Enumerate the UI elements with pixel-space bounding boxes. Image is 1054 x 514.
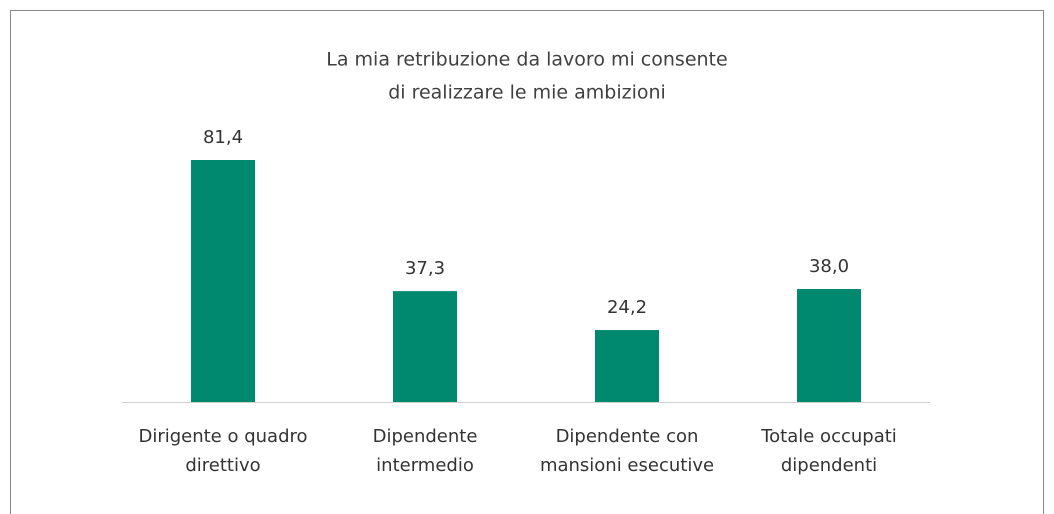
x-tick-label: Totale occupati: [760, 426, 897, 447]
x-tick-label: direttivo: [185, 455, 260, 476]
x-tick-label: Dipendente con: [556, 426, 699, 447]
x-tick-label: intermedio: [376, 455, 474, 476]
bar: [797, 289, 861, 402]
chart-border: [10, 10, 1044, 514]
data-label: 38,0: [809, 256, 849, 277]
bar: [191, 160, 255, 402]
x-tick-label: dipendenti: [781, 455, 877, 476]
bar: [393, 291, 457, 402]
x-tick-label: Dipendente: [373, 426, 478, 447]
x-tick-label: Dirigente o quadro: [138, 426, 307, 447]
data-label: 24,2: [607, 297, 647, 318]
chart-title: di realizzare le mie ambizioni: [388, 82, 666, 104]
x-tick-label: mansioni esecutive: [540, 455, 714, 476]
data-label: 37,3: [405, 258, 445, 279]
chart-title: La mia retribuzione da lavoro mi consent…: [326, 49, 727, 71]
data-label: 81,4: [203, 127, 243, 148]
bar: [595, 330, 659, 402]
